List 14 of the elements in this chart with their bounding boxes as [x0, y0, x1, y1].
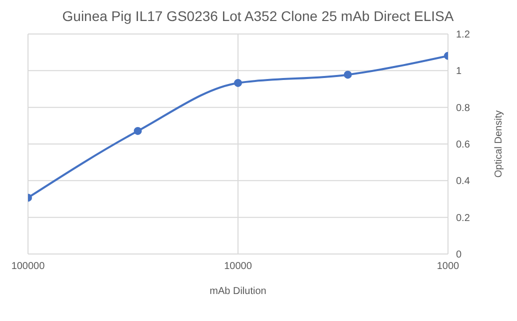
point — [234, 78, 242, 87]
y-axis-title: Optical Density — [494, 110, 505, 178]
y-tick-label: 0.6 — [456, 140, 470, 151]
y-tick-label: 1 — [456, 66, 462, 78]
chart-title: Guinea Pig IL17 GS0236 Lot A352 Clone 25 mAb Direct ELISA — [61, 8, 455, 24]
y-tick-label: 1.2 — [456, 30, 470, 41]
y-tick-label: 0.2 — [456, 212, 470, 224]
x-tick-label: 1000 — [436, 261, 460, 272]
x-tick-label: 100000 — [11, 261, 46, 272]
x-tick-label: 10000 — [224, 261, 252, 272]
y-tick-label: 0 — [456, 250, 462, 261]
y-tick-label: 0.4 — [456, 176, 470, 188]
y-tick-label: 0.8 — [456, 102, 470, 114]
x-axis-title: mAb Dilution — [210, 286, 266, 297]
